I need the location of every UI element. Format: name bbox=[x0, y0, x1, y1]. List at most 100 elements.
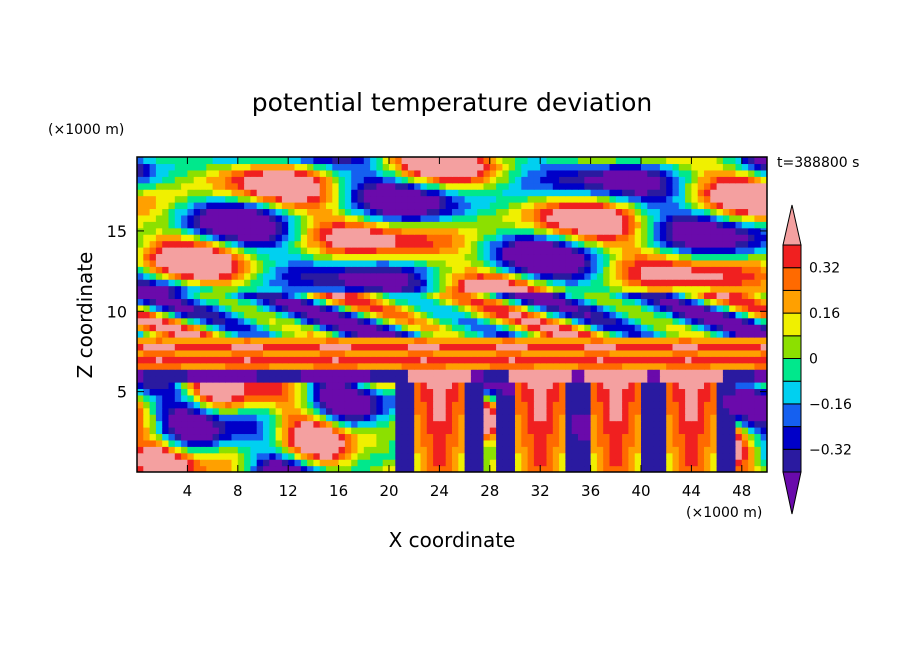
heatmap-cell bbox=[263, 253, 270, 261]
heatmap-cell bbox=[741, 433, 749, 441]
heatmap-cell bbox=[521, 240, 529, 248]
heatmap-cell bbox=[395, 401, 403, 409]
heatmap-cell bbox=[685, 214, 692, 222]
heatmap-cell bbox=[137, 298, 144, 306]
heatmap-cell bbox=[729, 304, 737, 312]
heatmap-cell bbox=[187, 394, 195, 402]
heatmap-cell bbox=[218, 362, 226, 370]
heatmap-cell bbox=[168, 176, 176, 184]
heatmap-cell bbox=[420, 369, 428, 377]
heatmap-cell bbox=[288, 394, 296, 402]
heatmap-cell bbox=[376, 356, 384, 364]
heatmap-cell bbox=[697, 394, 705, 402]
heatmap-cell bbox=[634, 349, 642, 357]
heatmap-cell bbox=[691, 407, 699, 415]
heatmap-cell bbox=[137, 446, 144, 454]
heatmap-cell bbox=[666, 279, 674, 287]
heatmap-cell bbox=[735, 407, 743, 415]
heatmap-cell bbox=[149, 304, 157, 312]
heatmap-cell bbox=[596, 446, 604, 454]
heatmap-cell bbox=[559, 433, 566, 441]
heatmap-cell bbox=[382, 330, 390, 338]
heatmap-cell bbox=[458, 163, 466, 171]
heatmap-cell bbox=[470, 452, 478, 460]
heatmap-cell bbox=[382, 433, 390, 441]
heatmap-cell bbox=[206, 240, 214, 248]
heatmap-cell bbox=[439, 433, 447, 441]
heatmap-cell bbox=[250, 401, 258, 409]
heatmap-cell bbox=[414, 439, 422, 447]
heatmap-cell bbox=[634, 439, 642, 447]
heatmap-cell bbox=[193, 311, 201, 319]
heatmap-cell bbox=[489, 324, 497, 332]
heatmap-cell bbox=[426, 240, 434, 248]
heatmap-cell bbox=[300, 189, 308, 197]
heatmap-cell bbox=[685, 343, 692, 351]
heatmap-cell bbox=[332, 343, 340, 351]
heatmap-cell bbox=[685, 362, 692, 370]
heatmap-cell bbox=[344, 446, 352, 454]
heatmap-cell bbox=[174, 324, 182, 332]
heatmap-cell bbox=[754, 452, 762, 460]
heatmap-cell bbox=[622, 182, 629, 190]
heatmap-cell bbox=[584, 227, 592, 235]
heatmap-cell bbox=[382, 439, 390, 447]
heatmap-cell bbox=[326, 394, 333, 402]
heatmap-cell bbox=[622, 317, 629, 325]
heatmap-cell bbox=[754, 208, 762, 216]
heatmap-cell bbox=[666, 337, 674, 345]
heatmap-cell bbox=[275, 420, 283, 428]
heatmap-cell bbox=[653, 279, 661, 287]
heatmap-cell bbox=[250, 253, 258, 261]
heatmap-cell bbox=[489, 234, 497, 242]
heatmap-cell bbox=[622, 227, 629, 235]
heatmap-cell bbox=[729, 285, 737, 293]
heatmap-cell bbox=[263, 240, 270, 248]
heatmap-cell bbox=[181, 195, 188, 203]
heatmap-cell bbox=[426, 369, 434, 377]
heatmap-cell bbox=[294, 439, 302, 447]
heatmap-cell bbox=[433, 285, 440, 293]
heatmap-cell bbox=[389, 324, 396, 332]
heatmap-cell bbox=[641, 253, 648, 261]
heatmap-cell bbox=[212, 169, 220, 177]
heatmap-cell bbox=[540, 189, 548, 197]
heatmap-cell bbox=[143, 221, 151, 229]
heatmap-cell bbox=[206, 304, 214, 312]
heatmap-cell bbox=[363, 330, 371, 338]
heatmap-cell bbox=[149, 330, 157, 338]
heatmap-cell bbox=[269, 337, 277, 345]
heatmap-cell bbox=[647, 240, 655, 248]
heatmap-cell bbox=[540, 304, 548, 312]
heatmap-cell bbox=[552, 259, 560, 267]
heatmap-cell bbox=[729, 195, 737, 203]
heatmap-cell bbox=[420, 433, 428, 441]
heatmap-cell bbox=[754, 272, 762, 280]
heatmap-cell bbox=[716, 324, 724, 332]
heatmap-cell bbox=[357, 420, 365, 428]
heatmap-cell bbox=[174, 311, 182, 319]
heatmap-cell bbox=[590, 401, 598, 409]
heatmap-cell bbox=[231, 375, 239, 383]
heatmap-cell bbox=[710, 356, 718, 364]
heatmap-cell bbox=[414, 208, 422, 216]
heatmap-cell bbox=[710, 214, 718, 222]
heatmap-cell bbox=[174, 465, 182, 472]
heatmap-cell bbox=[237, 285, 245, 293]
heatmap-cell bbox=[521, 266, 529, 274]
heatmap-cell bbox=[578, 317, 585, 325]
heatmap-cell bbox=[155, 304, 163, 312]
heatmap-cell bbox=[143, 292, 151, 300]
heatmap-cell bbox=[300, 459, 308, 467]
heatmap-cell bbox=[281, 420, 289, 428]
heatmap-cell bbox=[155, 317, 163, 325]
heatmap-cell bbox=[483, 195, 491, 203]
heatmap-cell bbox=[225, 234, 233, 242]
heatmap-cell bbox=[571, 465, 579, 472]
heatmap-cell bbox=[464, 311, 472, 319]
heatmap-cell bbox=[181, 446, 188, 454]
heatmap-cell bbox=[502, 459, 510, 467]
heatmap-cell bbox=[401, 182, 409, 190]
heatmap-cell bbox=[218, 247, 226, 255]
heatmap-cell bbox=[666, 452, 674, 460]
